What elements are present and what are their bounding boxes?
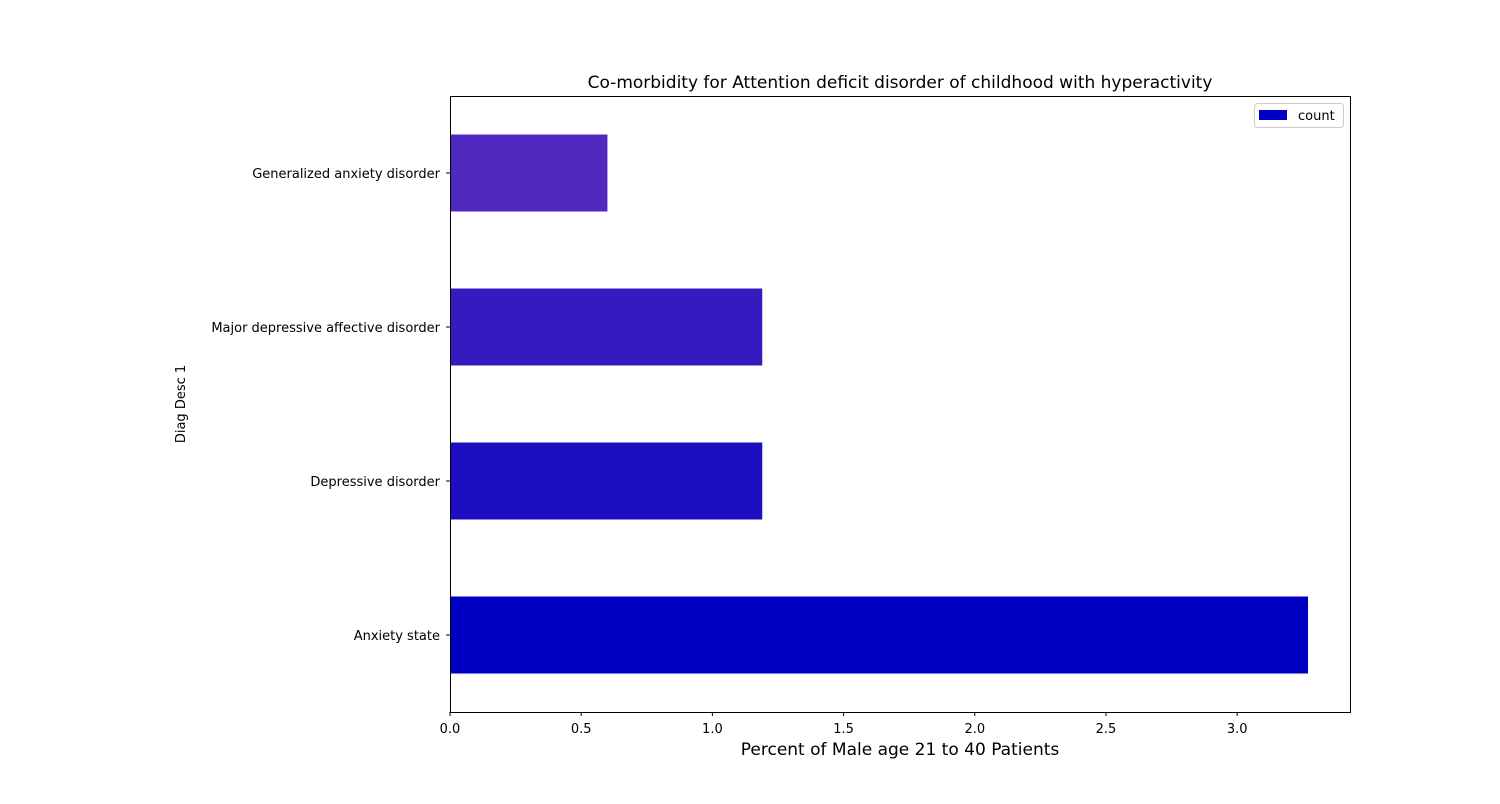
bar (450, 134, 608, 212)
y-tick-label: Generalized anxiety disorder (252, 167, 440, 182)
legend-swatch (1259, 110, 1287, 120)
chart-title: Co-morbidity for Attention deficit disor… (588, 73, 1213, 93)
x-axis-ticks: 0.0 0.5 1.0 1.5 2.0 2.5 3.0 (440, 712, 1248, 737)
legend: count (1254, 103, 1344, 128)
x-tick-label: 0.5 (571, 722, 592, 737)
bar (450, 596, 1309, 674)
x-tick-label: 2.5 (1096, 722, 1117, 737)
x-tick-label: 3.0 (1227, 722, 1248, 737)
x-tick-label: 1.0 (702, 722, 723, 737)
x-tick-label: 1.5 (833, 722, 854, 737)
y-axis-ticks: Anxiety state Depressive disorder Major de… (211, 167, 450, 644)
y-tick-label: Anxiety state (354, 629, 440, 644)
y-axis-label: Diag Desc 1 (174, 365, 189, 443)
x-axis-label: Percent of Male age 21 to 40 Patients (741, 740, 1060, 760)
legend-frame (1254, 103, 1344, 128)
bars-layer (450, 134, 1309, 674)
x-tick-label: 0.0 (440, 722, 461, 737)
x-tick-label: 2.0 (964, 722, 985, 737)
y-tick-label: Depressive disorder (310, 475, 440, 490)
bar (450, 442, 763, 520)
bar (450, 288, 763, 366)
plot-area-frame (450, 96, 1351, 713)
legend-label: count (1298, 109, 1335, 124)
y-tick-label: Major depressive affective disorder (211, 321, 440, 336)
